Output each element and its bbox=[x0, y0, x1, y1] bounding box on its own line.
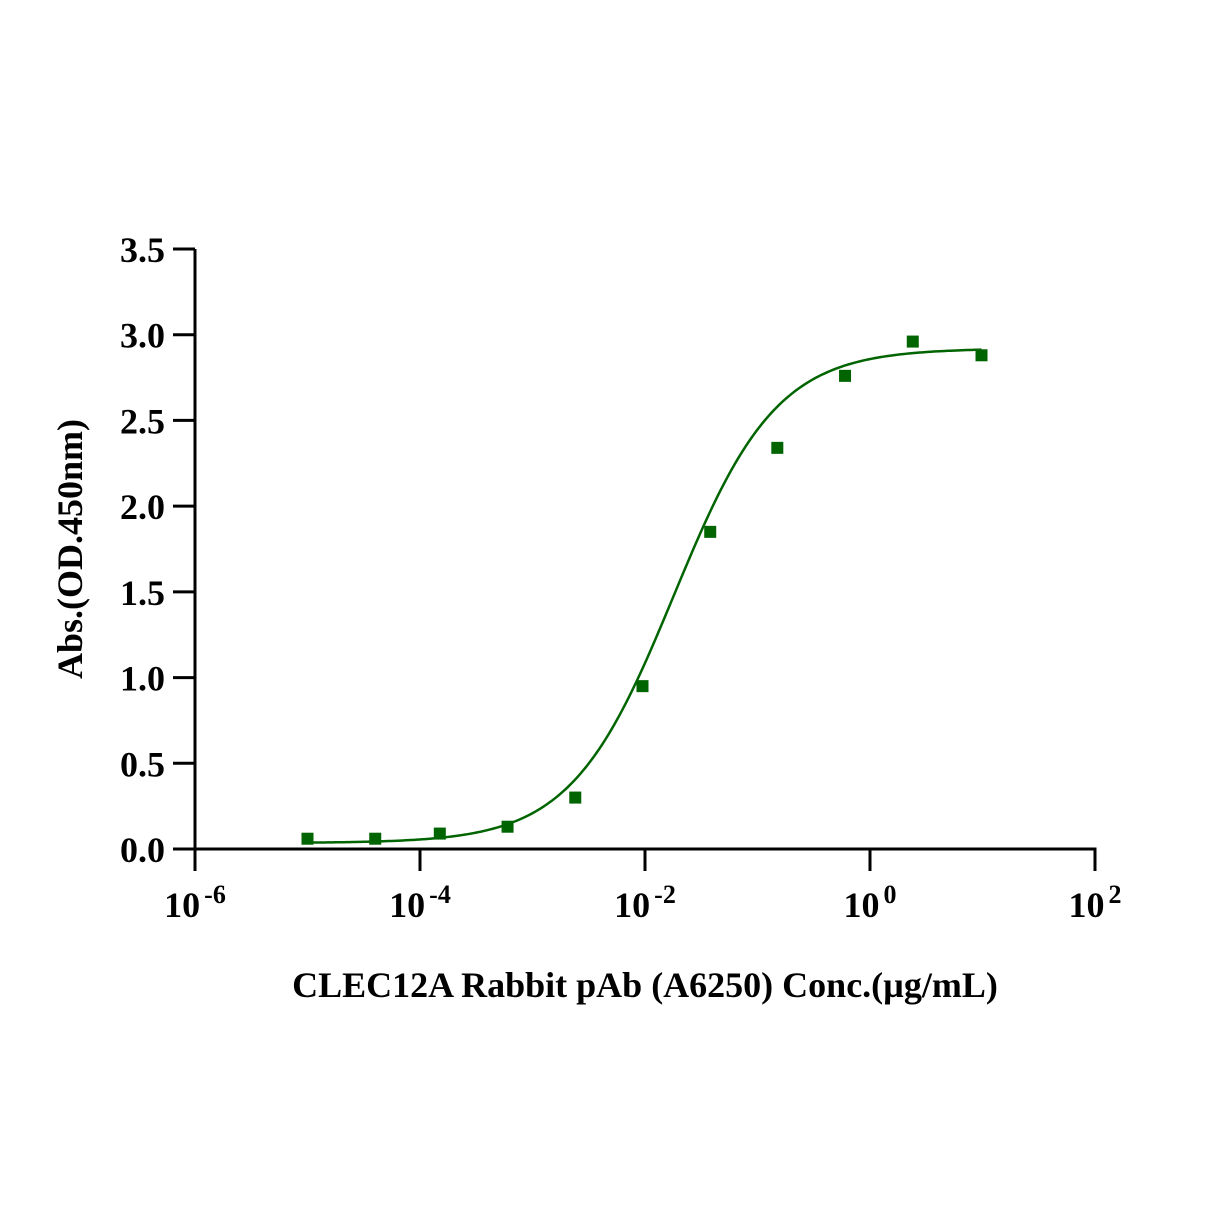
x-tick-label: 10 -2 bbox=[614, 880, 676, 925]
data-point bbox=[569, 791, 582, 804]
fit-curve bbox=[307, 348, 982, 844]
x-axis: 10 -6 10 -4 10 -2 10 0 10 2 bbox=[164, 847, 1122, 925]
x-tick-label: 10 2 bbox=[1069, 880, 1122, 925]
data-point bbox=[771, 441, 784, 454]
x-axis-title: CLEC12A Rabbit pAb (A6250) Conc.(µg/mL) bbox=[292, 965, 998, 1005]
y-axis-title: Abs.(OD.450nm) bbox=[50, 419, 90, 679]
x-tick-base: 10 bbox=[614, 885, 650, 925]
x-tick-exponent: -6 bbox=[204, 880, 226, 909]
data-point bbox=[704, 525, 717, 538]
y-axis: 0.0 0.5 1.0 1.5 2.0 2.5 3.0 3.5 bbox=[120, 230, 197, 870]
y-tick-label: 3.5 bbox=[120, 230, 165, 270]
x-tick-base: 10 bbox=[164, 885, 200, 925]
x-tick-exponent: -4 bbox=[429, 880, 451, 909]
x-tick-label: 10 -4 bbox=[389, 880, 451, 925]
y-tick-label: 3.0 bbox=[120, 316, 165, 356]
data-point bbox=[839, 369, 852, 382]
y-tick-label: 0.0 bbox=[120, 830, 165, 870]
x-tick-exponent: 2 bbox=[1109, 880, 1122, 909]
x-tick-exponent: -2 bbox=[654, 880, 676, 909]
data-point bbox=[433, 827, 446, 840]
x-tick-label: 10 0 bbox=[844, 880, 897, 925]
y-tick-label: 2.0 bbox=[120, 487, 165, 527]
data-point bbox=[369, 832, 382, 845]
data-point bbox=[301, 832, 314, 845]
data-point bbox=[636, 680, 649, 693]
y-tick-label: 1.5 bbox=[120, 573, 165, 613]
x-tick-label: 10 -6 bbox=[164, 880, 226, 925]
x-tick-base: 10 bbox=[1069, 885, 1105, 925]
data-point bbox=[906, 335, 919, 348]
y-tick-label: 2.5 bbox=[120, 401, 165, 441]
data-points-layer bbox=[301, 335, 988, 845]
data-point bbox=[975, 349, 988, 362]
x-tick-base: 10 bbox=[389, 885, 425, 925]
x-tick-base: 10 bbox=[844, 885, 880, 925]
x-tick-exponent: 0 bbox=[884, 880, 897, 909]
y-tick-label: 1.0 bbox=[120, 659, 165, 699]
y-tick-label: 0.5 bbox=[120, 744, 165, 784]
data-point bbox=[501, 820, 514, 833]
fit-curve-layer bbox=[307, 348, 982, 844]
